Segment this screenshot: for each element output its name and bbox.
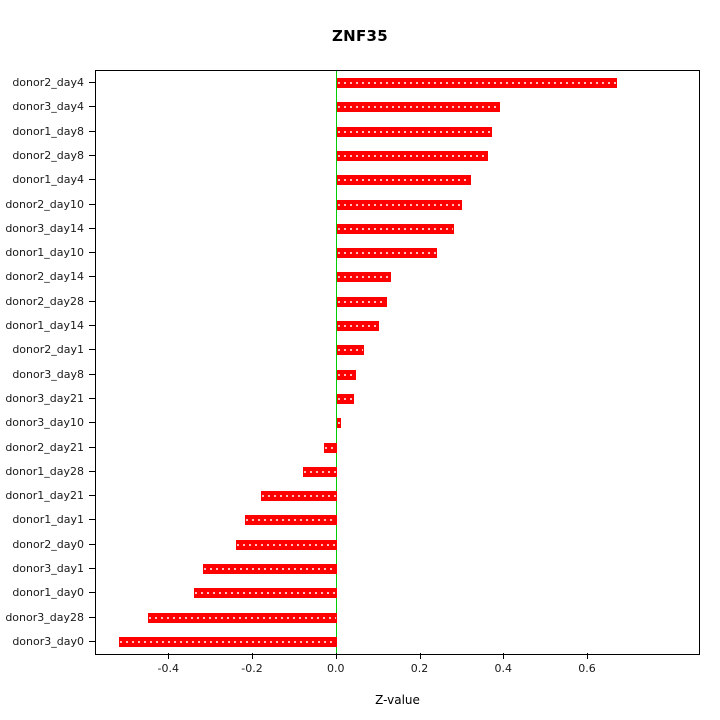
y-axis-tick <box>89 276 95 278</box>
y-axis-tick <box>89 543 95 545</box>
y-tick-label: donor2_day21 <box>5 440 84 454</box>
y-axis-tick <box>89 349 95 351</box>
y-axis-tick <box>89 252 95 254</box>
bar-donor2_day4 <box>336 78 618 89</box>
x-tick-label: -0.4 <box>157 662 180 675</box>
bar-donor1_day28 <box>303 466 337 477</box>
y-tick-label: donor2_day4 <box>12 76 84 90</box>
y-axis-tick <box>89 470 95 472</box>
chart-title: ZNF35 <box>331 27 389 45</box>
bar-donor1_day21 <box>261 491 337 502</box>
y-axis-tick <box>89 325 95 327</box>
y-tick-label: donor3_day10 <box>5 416 84 430</box>
bar-donor2_day14 <box>336 272 392 283</box>
y-axis-tick <box>89 155 95 157</box>
bar-donor1_day4 <box>336 175 471 186</box>
y-axis-tick <box>89 495 95 497</box>
y-tick-label: donor1_day0 <box>12 586 84 600</box>
bar-donor3_day1 <box>202 563 337 574</box>
y-axis-tick <box>89 179 95 181</box>
bar-donor2_day28 <box>336 296 388 307</box>
y-tick-label: donor3_day4 <box>12 100 84 114</box>
x-tick-label: -0.2 <box>241 662 263 675</box>
y-axis-tick <box>89 397 95 399</box>
bar-donor3_day8 <box>336 369 356 380</box>
y-axis-tick <box>89 373 95 375</box>
y-axis-tick <box>89 203 95 205</box>
y-tick-label: donor3_day21 <box>5 391 84 405</box>
x-axis-tick <box>419 653 421 659</box>
y-tick-label: donor1_day28 <box>5 464 84 478</box>
y-tick-label: donor3_day1 <box>12 561 84 575</box>
x-tick-label: 0.6 <box>578 662 596 675</box>
bar-donor1_day8 <box>336 126 492 137</box>
y-tick-label: donor3_day14 <box>5 221 84 235</box>
bar-donor1_day0 <box>194 588 337 599</box>
bar-donor3_day21 <box>336 393 354 404</box>
y-tick-label: donor1_day14 <box>5 319 84 333</box>
x-axis-tick <box>503 653 505 659</box>
y-tick-label: donor2_day10 <box>5 197 84 211</box>
bar-donor3_day28 <box>148 612 337 623</box>
y-tick-label: donor2_day28 <box>5 294 84 308</box>
bar-donor3_day10 <box>336 418 341 429</box>
y-tick-label: donor2_day0 <box>12 537 84 551</box>
y-axis-tick <box>89 130 95 132</box>
y-axis-tick <box>89 616 95 618</box>
y-axis-tick <box>89 227 95 229</box>
bar-donor3_day0 <box>119 636 337 647</box>
y-tick-label: donor1_day4 <box>12 173 84 187</box>
x-axis-title: Z-value <box>375 693 420 707</box>
bar-donor3_day14 <box>336 223 455 234</box>
y-axis-tick <box>89 422 95 424</box>
y-tick-label: donor3_day8 <box>12 367 84 381</box>
y-tick-label: donor2_day14 <box>5 270 84 284</box>
y-tick-label: donor3_day0 <box>12 634 84 648</box>
y-axis-tick <box>89 519 95 521</box>
x-tick-label: 0.2 <box>410 662 429 675</box>
x-axis-tick <box>587 653 589 659</box>
y-axis-tick <box>89 640 95 642</box>
y-axis-tick <box>89 106 95 108</box>
x-axis-tick <box>168 653 170 659</box>
y-axis-tick <box>89 300 95 302</box>
y-axis-tick <box>89 82 95 84</box>
bar-donor2_day10 <box>336 199 463 210</box>
bar-donor1_day14 <box>336 321 379 332</box>
plot-area <box>95 70 700 655</box>
y-tick-label: donor1_day1 <box>12 513 84 527</box>
y-axis-tick <box>89 592 95 594</box>
bar-donor2_day8 <box>336 151 488 162</box>
y-tick-label: donor2_day8 <box>12 149 84 163</box>
bar-donor2_day0 <box>236 539 337 550</box>
y-axis-tick <box>89 567 95 569</box>
x-tick-label: 0.0 <box>327 662 345 675</box>
bar-donor1_day10 <box>336 248 438 259</box>
x-tick-label: 0.4 <box>494 662 513 675</box>
x-axis-tick <box>335 653 337 659</box>
y-tick-label: donor1_day21 <box>5 489 84 503</box>
y-tick-label: donor1_day8 <box>12 124 84 138</box>
y-tick-label: donor1_day10 <box>5 246 84 260</box>
bar-donor2_day1 <box>336 345 364 356</box>
y-tick-label: donor2_day1 <box>12 343 84 357</box>
y-axis-tick <box>89 446 95 448</box>
bar-donor2_day21 <box>324 442 337 453</box>
bar-donor1_day1 <box>244 515 337 526</box>
bar-donor3_day4 <box>336 102 501 113</box>
zero-reference-line <box>336 71 338 654</box>
y-tick-label: donor3_day28 <box>5 610 84 624</box>
x-axis-tick <box>252 653 254 659</box>
